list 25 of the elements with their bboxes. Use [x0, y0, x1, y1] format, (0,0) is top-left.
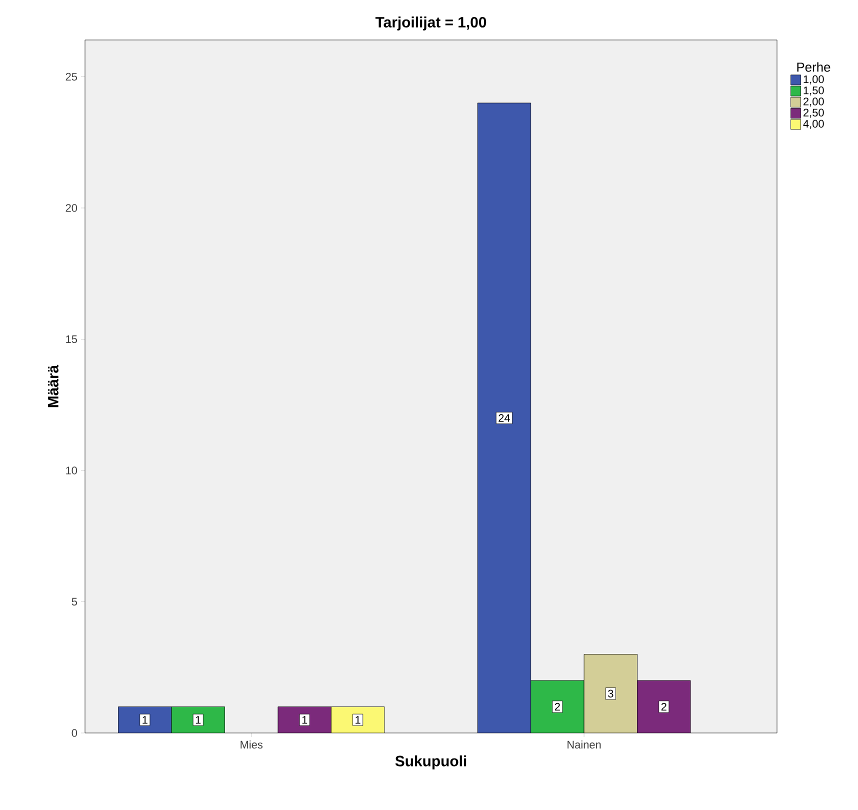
data-label: 2 [554, 702, 560, 711]
chart-title: Tarjoilijat = 1,00 [375, 16, 486, 30]
data-label: 1 [302, 716, 308, 724]
y-tick-label: 0 [72, 729, 78, 737]
y-tick-label: 5 [72, 598, 78, 606]
legend-label: 1,50 [804, 86, 824, 96]
x-tick-label: Mies [240, 740, 263, 749]
legend-label: 2,00 [804, 98, 824, 107]
y-tick-label: 10 [66, 466, 78, 474]
x-axis-title: Sukupuoli [395, 755, 466, 770]
data-label: 1 [142, 716, 148, 724]
data-label: 1 [356, 716, 360, 724]
legend-label: 4,00 [803, 120, 824, 129]
legend-title: Perhe [797, 62, 830, 72]
data-label: 3 [608, 690, 614, 698]
data-label: 1 [196, 716, 201, 724]
data-label: 24 [498, 414, 510, 422]
y-tick-label: 20 [66, 204, 78, 212]
legend-label: 1,00 [804, 75, 824, 84]
data-label: 2 [661, 702, 666, 711]
y-tick-label: 15 [66, 335, 78, 344]
y-tick-label: 25 [66, 72, 78, 81]
y-axis-title: Määrä [48, 364, 58, 408]
legend-label: 2,50 [804, 108, 824, 118]
x-tick-label: Nainen [568, 740, 601, 749]
